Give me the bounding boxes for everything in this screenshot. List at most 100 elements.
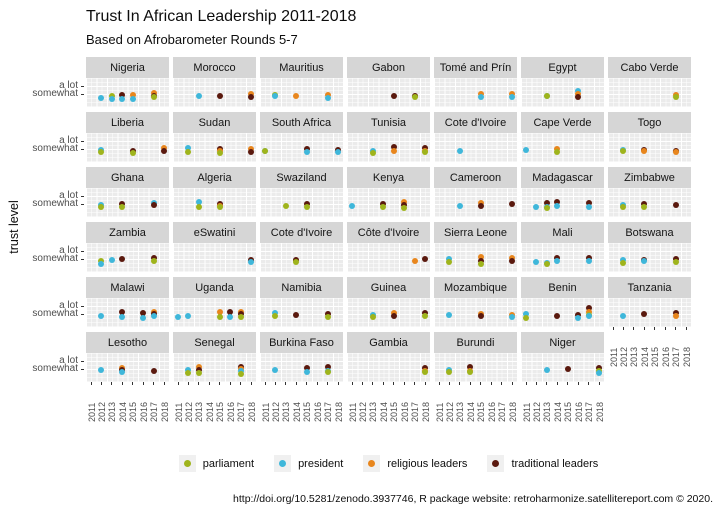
facet-gambia: Gambia 2011 2012 2013 2014 2015 2016 2017 2018 (347, 332, 431, 422)
x-tick (480, 382, 482, 385)
facet-strip-label: Malawi (86, 277, 169, 298)
facet-strip-label: Kenya (347, 167, 430, 188)
x-tick (403, 382, 405, 385)
point-parliament (446, 369, 453, 376)
point-parliament (195, 204, 202, 211)
facet-togo: Togo (608, 112, 691, 162)
facet-strip-label: Guinea (347, 277, 430, 298)
facet-strip-label: Tanzania (608, 277, 691, 298)
facet-panel (260, 78, 343, 107)
point-traditional-leaders (543, 200, 550, 207)
point-traditional-leaders (641, 200, 648, 207)
facet-panel (347, 188, 430, 217)
facet-strip-label: Benin (521, 277, 604, 298)
point-traditional-leaders (380, 200, 387, 207)
facet-strip-label: Burundi (434, 332, 517, 353)
legend-dot-icon (368, 460, 376, 467)
x-tick (393, 382, 395, 385)
point-traditional-leaders (303, 145, 310, 152)
point-parliament (237, 314, 244, 321)
point-parliament (422, 369, 428, 376)
facet-gabon: Gabon (347, 57, 430, 107)
point-parliament (543, 260, 550, 267)
facet-tom-and-pr-n: Tomé and Prín (434, 57, 517, 107)
point-parliament (150, 94, 157, 101)
x-tick (459, 382, 461, 385)
facet-panel (86, 243, 169, 272)
x-tick (535, 382, 537, 385)
facet-strip-label: Cape Verde (521, 112, 604, 133)
facet-panel (347, 353, 430, 382)
x-tick (612, 327, 614, 330)
facet-botswana: Botswana (608, 222, 691, 272)
point-president (272, 366, 279, 373)
point-president (335, 149, 341, 156)
y-tick (81, 369, 84, 370)
x-tick-label: 2018 (246, 401, 257, 422)
facet-panel (608, 78, 691, 107)
facet-tanzania: Tanzania 2011 2012 2013 2014 2015 2016 2017 2018 (608, 277, 692, 367)
point-traditional-leaders (477, 313, 484, 320)
point-traditional-leaders (293, 311, 300, 318)
point-parliament (108, 92, 115, 99)
point-president (119, 95, 126, 102)
facet-algeria: Algeria (173, 167, 256, 217)
facet-strip-label: Senegal (173, 332, 256, 353)
facet-panel (260, 243, 343, 272)
facet-panel (521, 243, 604, 272)
y-tick-label: somewhat (32, 88, 78, 99)
point-president (129, 95, 136, 102)
x-tick (153, 382, 155, 385)
facet-panel (86, 353, 169, 382)
y-tick-label: somewhat (32, 143, 78, 154)
facet-strip-label: Cameroon (434, 167, 517, 188)
point-religious-leaders (672, 149, 679, 156)
point-president (523, 146, 529, 153)
point-parliament (216, 314, 223, 321)
x-tick (132, 382, 134, 385)
facet-zambia: Zambia (86, 222, 169, 272)
x-tick (187, 382, 189, 385)
point-traditional-leaders (554, 255, 561, 262)
point-religious-leaders (324, 91, 331, 98)
facet-panel (173, 298, 256, 327)
point-traditional-leaders (195, 366, 202, 373)
x-tick (588, 382, 590, 385)
facet-madagascar: Madagascar (521, 167, 604, 217)
facet-panel (434, 243, 517, 272)
facet-swaziland: Swaziland (260, 167, 343, 217)
legend-label: traditional leaders (511, 457, 599, 470)
point-traditional-leaders (585, 200, 592, 207)
facet-sierra-leone: Sierra Leone (434, 222, 517, 272)
point-religious-leaders (554, 145, 561, 152)
point-parliament (216, 149, 223, 156)
x-tick (327, 382, 329, 385)
x-tick (229, 382, 231, 385)
point-traditional-leaders (150, 201, 157, 208)
point-parliament (411, 94, 418, 101)
point-president (596, 369, 602, 376)
facet-strip-label: Tomé and Prín (434, 57, 517, 78)
facet-strip-label: Madagascar (521, 167, 604, 188)
point-parliament (477, 260, 484, 267)
facet-panel (434, 188, 517, 217)
facet-strip-label: Uganda (173, 277, 256, 298)
x-tick (511, 382, 513, 385)
y-tick-label: somewhat (32, 253, 78, 264)
facet-panel (347, 243, 430, 272)
legend-dot-icon (183, 460, 191, 467)
facet-panel (347, 298, 430, 327)
x-tick (622, 327, 624, 330)
y-tick-label: a lot (59, 355, 78, 366)
point-traditional-leaders (119, 91, 126, 98)
point-president (119, 314, 126, 321)
point-traditional-leaders (672, 201, 679, 208)
facet-strip-label: Mozambique (434, 277, 517, 298)
point-traditional-leaders (422, 310, 428, 317)
x-tick (250, 382, 252, 385)
point-religious-leaders (575, 90, 582, 97)
point-parliament (185, 149, 192, 156)
point-traditional-leaders (227, 309, 234, 316)
facet-cote-d-ivoire: Cote d'Ivoire (260, 222, 343, 272)
point-president (509, 314, 515, 321)
